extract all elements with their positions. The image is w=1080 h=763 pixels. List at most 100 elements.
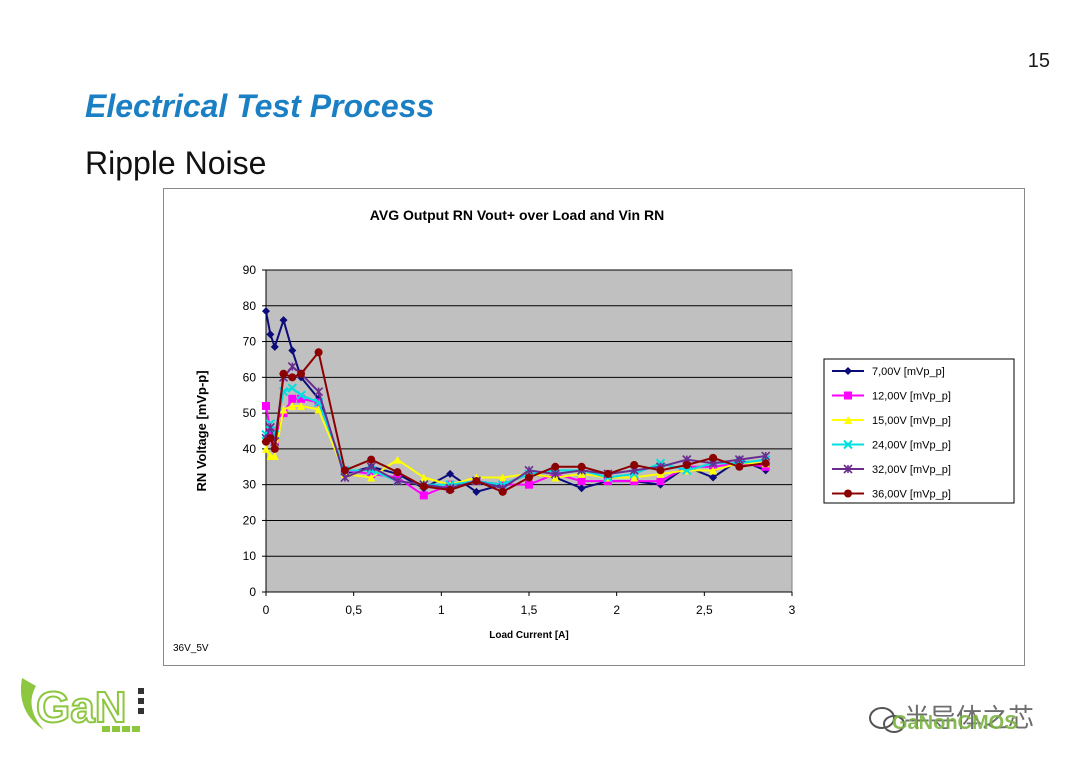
legend-label: 7,00V [mVp_p] <box>872 366 945 378</box>
chart-title: AVG Output RN Vout+ over Load and Vin RN <box>370 207 664 223</box>
chart-frame: AVG Output RN Vout+ over Load and Vin RN… <box>163 188 1025 666</box>
data-point <box>279 316 288 325</box>
legend-marker <box>844 391 852 400</box>
data-point <box>367 455 376 464</box>
data-point <box>314 348 323 357</box>
data-point <box>265 422 275 432</box>
data-point <box>340 472 350 483</box>
x-tick-label: 1,5 <box>521 603 538 617</box>
data-point <box>288 373 297 382</box>
y-axis-label: RN Voltage [mVp-p] <box>194 370 209 491</box>
data-point <box>550 469 560 479</box>
data-point <box>472 487 481 496</box>
data-point <box>340 466 349 475</box>
y-tick-label: 30 <box>243 478 257 492</box>
data-point <box>577 462 586 471</box>
y-tick-label: 20 <box>243 513 257 527</box>
x-axis-label: Load Current [A] <box>489 630 568 641</box>
data-point <box>287 362 297 372</box>
data-point <box>288 401 297 410</box>
logo-text: GaN <box>36 683 126 732</box>
data-point <box>266 434 275 443</box>
watermark-cn: 半导体之芯 <box>904 703 1035 733</box>
data-point <box>551 462 560 471</box>
y-tick-label: 10 <box>243 549 257 563</box>
data-point <box>393 468 402 477</box>
legend-label: 32,00V [mVp_p] <box>872 464 951 476</box>
x-tick-label: 1 <box>438 603 445 617</box>
data-point <box>761 459 770 468</box>
data-point <box>709 466 718 475</box>
data-point <box>525 473 533 482</box>
data-point <box>419 491 428 500</box>
legend-box <box>823 358 1015 504</box>
legend-marker <box>843 439 853 450</box>
data-point <box>630 473 639 482</box>
data-point <box>446 469 455 478</box>
data-point <box>682 460 691 469</box>
legend-label: 24,00V [mVp_p] <box>872 440 951 452</box>
data-point <box>709 473 718 482</box>
data-point <box>525 480 533 489</box>
data-point <box>297 394 306 403</box>
legend-label: 12,00V [mVp_p] <box>872 391 951 403</box>
watermark: 半导体之芯 GaNonCMOS <box>862 698 1062 744</box>
slide-subtitle: Ripple Noise <box>85 145 267 181</box>
data-point <box>392 476 403 486</box>
data-point <box>366 462 376 472</box>
watermark-en: GaNonCMOS <box>892 712 1018 734</box>
data-point <box>314 387 324 397</box>
x-tick-label: 3 <box>789 603 796 617</box>
wechat-icon <box>869 707 905 733</box>
y-tick-label: 60 <box>243 370 257 384</box>
data-point <box>734 455 744 465</box>
data-point <box>577 484 586 493</box>
page-number: 15 <box>1027 50 1050 72</box>
data-point <box>367 473 376 482</box>
slide-title: Electrical Test Process <box>85 88 435 124</box>
data-point <box>297 369 306 378</box>
data-point <box>314 405 323 414</box>
data-point <box>709 453 718 462</box>
data-point <box>262 401 270 410</box>
x-tick-label: 0 <box>263 603 270 617</box>
data-point <box>498 487 507 496</box>
data-point <box>393 455 402 464</box>
data-point <box>287 383 298 393</box>
y-tick-label: 50 <box>243 406 257 420</box>
data-point <box>419 482 428 491</box>
data-point <box>498 473 507 482</box>
data-point <box>656 466 665 475</box>
data-point <box>446 486 455 495</box>
ripple-noise-chart: AVG Output RN Vout+ over Load and Vin RN… <box>173 207 1015 654</box>
data-point <box>266 330 275 339</box>
data-point <box>735 462 744 471</box>
y-tick-label: 0 <box>249 585 256 599</box>
x-tick-label: 0,5 <box>345 603 362 617</box>
data-point <box>270 452 279 461</box>
data-point <box>761 451 771 461</box>
legend-label: 15,00V [mVp_p] <box>872 415 951 427</box>
gan-logo-icon: GaN <box>20 678 144 733</box>
data-point <box>262 444 270 453</box>
data-point <box>577 477 586 486</box>
gan-logo: GaN <box>14 672 154 738</box>
y-tick-label: 90 <box>243 263 257 277</box>
data-point <box>524 465 534 475</box>
data-point <box>419 473 428 482</box>
legend-marker <box>844 367 852 375</box>
data-point <box>288 394 297 403</box>
data-point <box>279 405 288 414</box>
data-point <box>472 477 481 486</box>
legend-marker <box>843 464 853 474</box>
data-point <box>603 469 612 478</box>
y-tick-label: 40 <box>243 442 257 456</box>
data-point <box>656 477 665 486</box>
x-tick-label: 2,5 <box>696 603 713 617</box>
legend-marker <box>844 489 852 498</box>
data-point <box>630 460 639 469</box>
x-tick-label: 2 <box>613 603 620 617</box>
chart-footnote: 36V_5V <box>173 643 209 654</box>
y-tick-label: 80 <box>243 299 257 313</box>
y-tick-label: 70 <box>243 335 257 349</box>
